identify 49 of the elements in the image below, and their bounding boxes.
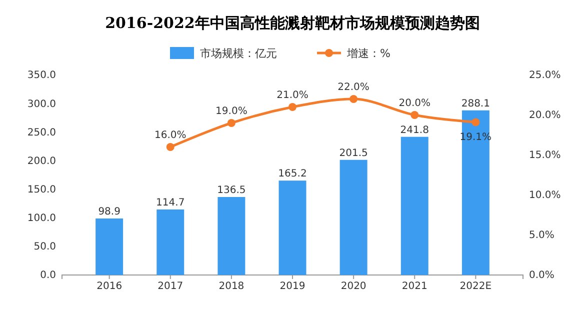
y2-tick-label: 20.0% — [529, 110, 561, 122]
data-label: 288.1 — [461, 98, 490, 110]
point — [227, 119, 236, 127]
y-tick-label: 250.0 — [27, 127, 56, 138]
data-label: 165.2 — [278, 168, 307, 180]
data-label: 241.8 — [400, 124, 429, 136]
x-tick-label: 2018 — [218, 281, 244, 292]
y-tick-label: 0.0 — [40, 270, 56, 282]
point — [350, 95, 358, 103]
y-tick-label: 300.0 — [27, 98, 56, 110]
y-tick-label: 200.0 — [27, 156, 56, 167]
y-tick-label: 50.0 — [34, 242, 56, 253]
x-tick-label: 2017 — [158, 281, 184, 292]
y2-tick-label: 10.0% — [529, 190, 561, 202]
data-label: 136.5 — [217, 185, 246, 196]
bar — [462, 110, 490, 275]
x-tick-label: 2022E — [460, 281, 492, 292]
legend-label: 增速：% — [346, 47, 390, 60]
data-label: 21.0% — [276, 90, 308, 101]
y2-tick-label: 15.0% — [529, 150, 561, 162]
y-tick-label: 150.0 — [27, 184, 56, 196]
data-label: 98.9 — [98, 206, 120, 218]
point — [410, 111, 419, 119]
data-label: 22.0% — [338, 82, 370, 93]
bar — [156, 209, 184, 275]
y-tick-label: 100.0 — [27, 213, 56, 224]
bar — [400, 136, 428, 275]
y2-tick-label: 25.0% — [529, 70, 561, 82]
x-tick-label: 2016 — [96, 281, 122, 292]
data-label: 16.0% — [154, 130, 186, 141]
point — [288, 103, 296, 111]
bar — [96, 218, 124, 275]
point — [472, 118, 480, 126]
bar — [340, 160, 368, 275]
data-label: 201.5 — [339, 148, 368, 159]
x-tick-label: 2019 — [280, 281, 306, 292]
x-tick-label: 2021 — [402, 281, 428, 292]
x-tick-label: 2020 — [340, 281, 366, 292]
y2-tick-label: 5.0% — [529, 230, 554, 242]
chart-title: 2016-2022年中国高性能溅射靶材市场规模预测趋势图 — [105, 14, 480, 32]
data-label: 114.7 — [156, 197, 185, 208]
data-label: 19.0% — [216, 106, 248, 117]
bar — [278, 180, 306, 275]
y2-tick-label: 0.0% — [529, 270, 554, 282]
point — [166, 143, 174, 151]
y-tick-label: 350.0 — [27, 70, 56, 82]
legend-label: 市场规模：亿元 — [200, 47, 277, 60]
data-label: 20.0% — [398, 98, 431, 109]
bar — [218, 197, 246, 275]
